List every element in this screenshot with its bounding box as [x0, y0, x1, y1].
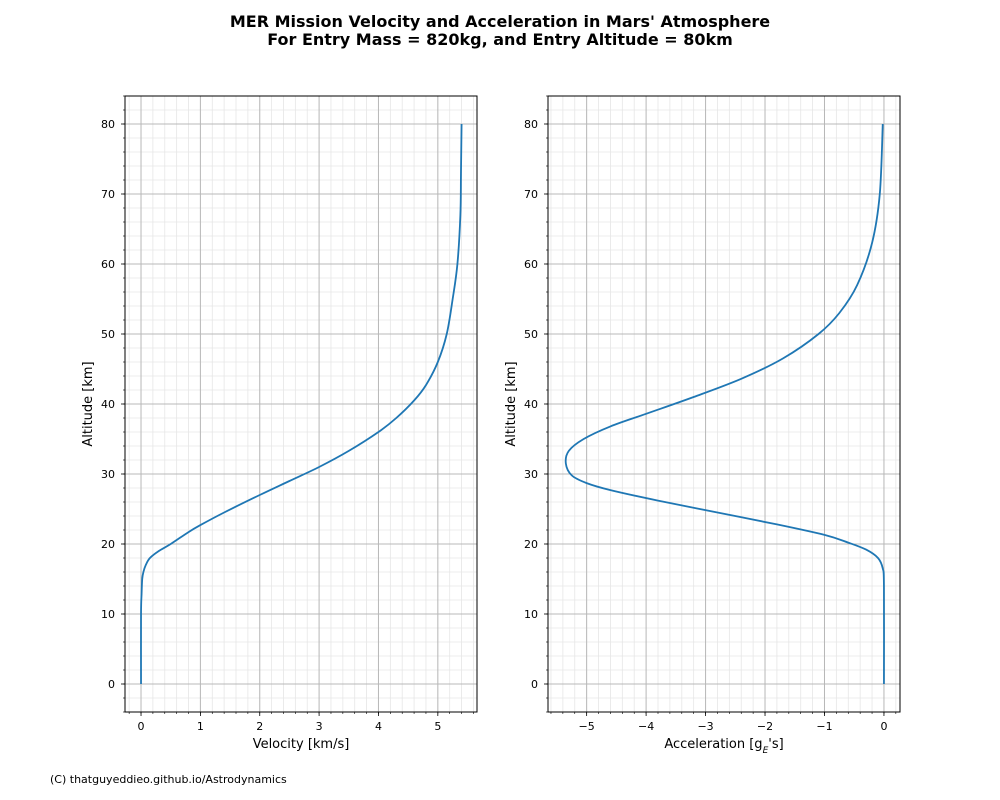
figure-title: MER Mission Velocity and Acceleration in…	[0, 13, 1000, 49]
y-tick-label: 70	[101, 188, 115, 201]
credit-footer: (C) thatguyeddieo.github.io/Astrodynamic…	[50, 773, 287, 786]
x-tick-label: 0	[138, 720, 145, 733]
y-tick-label: 0	[108, 678, 115, 691]
y-tick-label: 20	[101, 538, 115, 551]
x-tick-label: −5	[579, 720, 595, 733]
acceleration-series-line	[564, 123, 885, 685]
y-tick-label: 50	[524, 328, 538, 341]
figure-title-line-1: MER Mission Velocity and Acceleration in…	[229, 12, 771, 31]
x-tick-label: 1	[197, 720, 204, 733]
major-grid	[125, 96, 477, 712]
figure-title-line-2: For Entry Mass = 820kg, and Entry Altitu…	[267, 30, 733, 49]
x-axis-label-end: 's]	[768, 737, 783, 752]
y-tick-label: 60	[101, 258, 115, 271]
x-axis-label: Acceleration [gE's]	[664, 737, 783, 756]
minor-ticks	[123, 95, 474, 714]
y-tick-label: 10	[524, 608, 538, 621]
x-tick-label: 5	[434, 720, 441, 733]
x-tick-label: 3	[316, 720, 323, 733]
major-grid	[548, 96, 900, 712]
x-tick-label: −3	[697, 720, 713, 733]
x-tick-label: −1	[816, 720, 832, 733]
y-axis-label: Altitude [km]	[81, 361, 96, 446]
x-axis-label-subscript: E	[763, 746, 769, 756]
y-tick-label: 0	[531, 678, 538, 691]
y-tick-label: 40	[524, 398, 538, 411]
y-tick-label: 30	[524, 468, 538, 481]
y-tick-label: 50	[101, 328, 115, 341]
y-tick-label: 10	[101, 608, 115, 621]
y-axis-label: Altitude [km]	[504, 361, 519, 446]
x-tick-label: −2	[757, 720, 773, 733]
y-tick-label: 80	[524, 118, 538, 131]
x-axis-label: Velocity [km/s]	[253, 737, 350, 752]
acceleration-panel: −5 −4 −3 −2 −1 0 0 10 20 30 40 50 60 70 80 Acceleration…	[504, 95, 901, 756]
x-tick-label: 0	[880, 720, 887, 733]
x-tick-label: 4	[375, 720, 382, 733]
y-tick-label: 70	[524, 188, 538, 201]
y-tick-label: 60	[524, 258, 538, 271]
y-tick-label: 40	[101, 398, 115, 411]
x-tick-label: 2	[256, 720, 263, 733]
x-tick-label: −4	[638, 720, 654, 733]
velocity-series-line	[140, 123, 463, 685]
y-tick-label: 80	[101, 118, 115, 131]
y-tick-label: 20	[524, 538, 538, 551]
y-tick-label: 30	[101, 468, 115, 481]
